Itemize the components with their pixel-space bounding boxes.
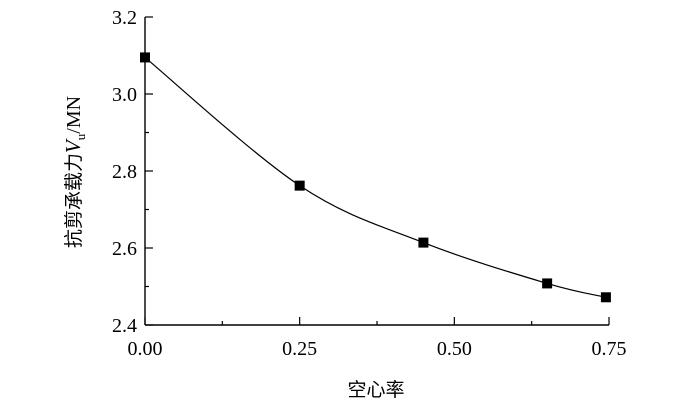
data-point-marker — [418, 237, 429, 248]
y-axis-title-unit: /MN — [63, 96, 85, 134]
data-point-marker — [294, 180, 305, 191]
x-tick-label: 0.00 — [128, 338, 163, 360]
x-tick-label: 0.75 — [592, 338, 627, 360]
y-tick-label: 2.6 — [112, 238, 137, 260]
y-tick-label: 2.8 — [112, 161, 137, 183]
data-point-marker — [140, 52, 150, 63]
y-axis-title-symbol: V — [61, 138, 85, 153]
y-tick-label: 3.2 — [112, 7, 137, 29]
data-point-marker — [542, 278, 553, 289]
y-axis-title-subscript: u — [73, 133, 88, 140]
series-curve — [144, 56, 607, 298]
x-axis-ticks: 0.00 0.25 0.50 0.75 — [128, 317, 627, 360]
series-points — [140, 52, 611, 303]
y-axis-title-prefix: 抗剪承载力 — [63, 153, 85, 248]
axes — [144, 17, 609, 326]
y-axis-title: 抗剪承载力Vu/MN — [61, 96, 88, 248]
y-tick-label: 3.0 — [112, 84, 137, 106]
x-tick-label: 0.50 — [437, 338, 472, 360]
x-tick-label: 0.25 — [282, 338, 317, 360]
series-line — [144, 56, 607, 298]
y-tick-label: 2.4 — [112, 315, 137, 337]
data-point-marker — [600, 292, 611, 303]
x-axis-title: 空心率 — [347, 379, 404, 401]
